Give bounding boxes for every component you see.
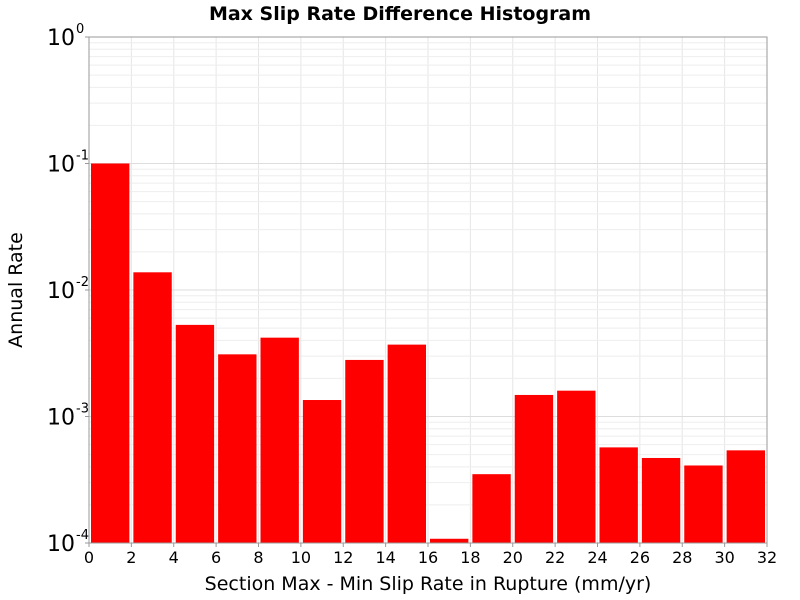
- x-tick-label: 14: [375, 548, 395, 567]
- x-tick-label: 22: [545, 548, 565, 567]
- y-tick-exponent: -4: [76, 528, 89, 543]
- x-tick-label: 18: [460, 548, 480, 567]
- y-tick-exponent: -1: [76, 149, 89, 164]
- y-tick-label: 10: [47, 279, 75, 304]
- x-tick-label: 6: [211, 548, 221, 567]
- bars: [91, 163, 765, 543]
- grid-lines: [88, 37, 768, 544]
- bar: [641, 457, 681, 543]
- bar: [260, 337, 299, 543]
- bar: [91, 163, 130, 543]
- x-tick-label: 30: [714, 548, 734, 567]
- x-tick-label: 2: [126, 548, 136, 567]
- x-tick-label: 4: [169, 548, 179, 567]
- bar: [175, 324, 215, 543]
- bar: [133, 272, 172, 543]
- x-tick-label: 20: [503, 548, 523, 567]
- y-tick-exponent: -3: [76, 402, 89, 417]
- x-tick-label: 16: [418, 548, 438, 567]
- x-tick-label: 32: [757, 548, 777, 567]
- x-axis-ticks: 0 2 4 6 8 10 12 14 16 18 20 22 24 26 28 30 32: [84, 543, 777, 567]
- x-tick-label: 24: [587, 548, 607, 567]
- y-tick-label: 10: [47, 532, 75, 557]
- bar: [726, 450, 765, 543]
- y-tick-label: 10: [47, 406, 75, 431]
- bar: [557, 390, 596, 543]
- x-tick-label: 0: [84, 548, 94, 567]
- bar: [472, 474, 511, 543]
- x-tick-label: 10: [291, 548, 311, 567]
- y-tick-exponent: -2: [76, 275, 89, 290]
- y-tick-label: 10: [47, 153, 75, 178]
- bar: [514, 394, 554, 543]
- y-axis-label: Annual Rate: [5, 232, 27, 348]
- bar: [684, 465, 723, 543]
- x-tick-label: 28: [672, 548, 692, 567]
- x-tick-label: 12: [333, 548, 353, 567]
- bar: [599, 447, 638, 543]
- bar: [387, 344, 426, 543]
- x-tick-label: 8: [253, 548, 263, 567]
- x-tick-label: 26: [630, 548, 650, 567]
- bar: [430, 538, 469, 543]
- bar: [302, 400, 342, 543]
- y-tick-exponent: 0: [76, 22, 84, 37]
- x-axis-label: Section Max - Min Slip Rate in Rupture (…: [205, 573, 652, 595]
- y-tick-label: 10: [47, 26, 75, 51]
- chart-title: Max Slip Rate Difference Histogram: [209, 3, 591, 25]
- bar: [218, 354, 257, 543]
- bar: [345, 359, 384, 543]
